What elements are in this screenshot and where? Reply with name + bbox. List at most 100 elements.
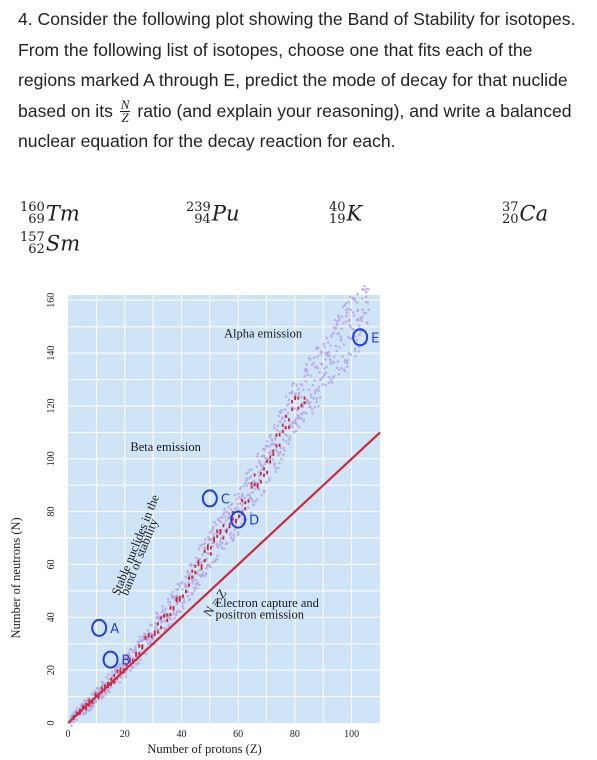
stable-nuclide: [100, 686, 103, 690]
band-dot: [279, 446, 283, 450]
stable-nuclide: [228, 522, 231, 526]
band-dot: [328, 354, 331, 357]
stable-nuclide: [163, 614, 166, 618]
band-dot: [313, 379, 316, 382]
band-dot: [124, 675, 128, 678]
band-dot: [352, 314, 356, 317]
band-dot: [187, 581, 190, 584]
band-dot: [318, 370, 322, 374]
band-dot: [193, 589, 196, 592]
stable-nuclide: [284, 426, 287, 430]
x-tick-label: 60: [233, 729, 243, 740]
band-dot: [84, 711, 88, 715]
band-dot: [279, 450, 282, 454]
band-dot: [367, 308, 371, 311]
band-dot: [214, 523, 218, 527]
isotope-atomic: 94: [194, 212, 211, 227]
band-dot: [211, 525, 215, 529]
band-dot: [363, 285, 366, 288]
x-axis-label: Number of protons (Z): [147, 742, 261, 756]
band-dot: [280, 457, 283, 461]
stable-nuclide: [219, 529, 222, 533]
stable-nuclide: [147, 633, 150, 637]
band-dot: [100, 680, 104, 684]
band-dot: [348, 318, 351, 322]
band-dot: [340, 315, 344, 318]
stable-nuclide: [125, 663, 128, 667]
band-dot: [305, 363, 308, 366]
band-dot: [355, 338, 359, 342]
stable-nuclide: [178, 598, 181, 602]
hand-letter: B: [122, 654, 131, 669]
band-dot: [243, 496, 247, 500]
band-dot: [175, 602, 179, 606]
band-dot: [233, 507, 237, 511]
stable-nuclide: [160, 625, 162, 630]
band-dot: [205, 566, 208, 570]
stable-nuclide: [175, 599, 178, 603]
band-dot: [268, 452, 272, 455]
band-dot: [246, 506, 250, 509]
band-dot: [287, 402, 290, 406]
band-dot: [236, 531, 240, 534]
band-dot: [291, 391, 294, 394]
band-dot: [352, 311, 355, 314]
band-dot: [332, 331, 336, 335]
band-dot: [282, 447, 285, 450]
band-dot: [210, 537, 214, 541]
band-dot: [132, 656, 136, 660]
band-dot: [182, 600, 186, 604]
band-dot: [338, 345, 341, 349]
band-dot: [135, 661, 138, 665]
band-dot: [366, 300, 370, 304]
band-dot: [209, 565, 212, 568]
band-dot: [215, 543, 219, 547]
band-dot: [222, 512, 225, 516]
stable-nuclide: [110, 682, 113, 686]
stable-nuclide: [144, 636, 147, 640]
band-dot: [316, 367, 320, 370]
band-dot: [340, 327, 343, 331]
band-dot: [304, 380, 308, 383]
band-dot: [286, 434, 289, 437]
band-dot: [333, 374, 336, 378]
band-dot: [188, 597, 191, 601]
band-dot: [211, 544, 214, 548]
band-dot: [345, 361, 349, 365]
band-dot: [311, 411, 314, 415]
band-dot: [198, 569, 201, 572]
stable-nuclide: [119, 667, 122, 671]
band-dot: [74, 708, 78, 712]
isotope-sm-157: 157 62 Sm: [20, 230, 81, 256]
band-dot: [358, 333, 362, 337]
isotope-symbol: Sm: [45, 231, 81, 256]
band-dot: [329, 344, 332, 347]
band-dot: [194, 578, 198, 582]
isotope-mass: 40: [329, 200, 346, 215]
band-dot: [224, 515, 227, 519]
stable-nuclide: [200, 567, 203, 571]
stable-nuclide: [82, 704, 84, 708]
stable-nuclide: [178, 596, 181, 600]
band-dot: [234, 522, 238, 526]
band-dot: [153, 626, 157, 629]
band-dot: [262, 490, 266, 494]
question-text: 4. Consider the following plot showing t…: [18, 4, 588, 157]
band-dot: [162, 619, 166, 622]
band-dot: [164, 607, 168, 611]
band-dot: [274, 448, 278, 451]
band-dot: [134, 649, 138, 652]
hand-letter: C: [221, 492, 230, 507]
isotope-pu-239: 239 94 Pu: [186, 201, 239, 227]
stable-nuclide: [275, 433, 278, 437]
band-dot: [364, 287, 368, 291]
annotation-label: Beta emission: [130, 440, 201, 454]
band-dot: [364, 290, 368, 294]
band-dot: [194, 583, 198, 586]
band-dot: [230, 531, 233, 534]
band-dot: [338, 368, 341, 372]
band-dot: [260, 493, 263, 497]
band-dot: [277, 453, 280, 457]
isotope-mass: 157: [20, 230, 45, 245]
band-dot: [225, 510, 229, 514]
